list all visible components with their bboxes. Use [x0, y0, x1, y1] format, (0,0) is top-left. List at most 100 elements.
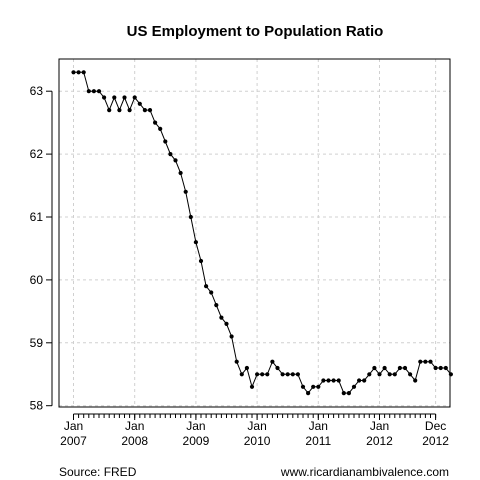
data-point: [86, 89, 91, 94]
x-tick-label-year: 2012: [366, 434, 393, 448]
data-point: [306, 391, 311, 396]
data-point: [448, 372, 453, 377]
x-tick-label-month: Jan: [370, 419, 389, 433]
data-point: [81, 70, 86, 75]
data-point: [137, 101, 142, 106]
y-tick-label: 58: [30, 399, 44, 413]
data-point: [71, 70, 76, 75]
data-point: [402, 365, 408, 371]
data-point: [158, 126, 163, 131]
data-point: [127, 108, 132, 113]
data-point: [428, 359, 433, 364]
data-point: [224, 321, 229, 326]
data-point: [244, 365, 249, 371]
data-point: [102, 95, 107, 100]
x-tick-label-year: 2009: [183, 434, 210, 448]
data-point: [265, 372, 270, 377]
data-point: [372, 365, 377, 371]
data-point: [387, 372, 392, 377]
data-point: [112, 95, 117, 100]
data-point: [91, 89, 96, 94]
data-point: [382, 365, 387, 371]
data-point: [153, 120, 158, 125]
grid-layer: [59, 59, 450, 407]
x-tick-label-month: Jan: [64, 419, 83, 433]
data-point: [438, 365, 443, 371]
data-point: [193, 240, 198, 245]
x-tick-label-month: Jan: [125, 419, 144, 433]
data-point: [122, 95, 127, 100]
source-note: Source: FRED: [59, 465, 137, 479]
x-tick-label-month: Jan: [186, 419, 205, 433]
data-point: [204, 284, 209, 289]
data-point: [168, 152, 173, 157]
data-point: [163, 139, 168, 144]
data-point: [280, 372, 285, 377]
data-point: [255, 372, 260, 377]
y-tick-label: 59: [30, 336, 44, 350]
data-point: [183, 189, 188, 194]
data-point: [377, 372, 382, 377]
x-tick-label-year: 2010: [244, 434, 271, 448]
data-point: [433, 365, 438, 371]
data-point: [290, 372, 295, 377]
data-points: [71, 70, 453, 396]
data-point: [132, 95, 137, 100]
data-point: [214, 303, 219, 308]
data-point: [392, 372, 397, 377]
data-point: [142, 108, 147, 113]
data-point: [234, 359, 239, 364]
data-point: [321, 378, 326, 383]
data-point: [357, 378, 362, 383]
y-tick-label: 62: [30, 147, 44, 161]
chart-title: US Employment to Population Ratio: [127, 23, 384, 40]
data-point: [107, 108, 112, 113]
data-point: [311, 384, 316, 389]
x-tick-label-month: Dec: [425, 419, 446, 433]
data-point: [209, 290, 214, 295]
data-point: [117, 108, 122, 113]
data-point: [397, 365, 402, 371]
data-point: [270, 359, 275, 364]
y-tick-label: 60: [30, 273, 44, 287]
series-line: [73, 71, 452, 394]
data-point: [249, 384, 255, 389]
data-point: [341, 391, 346, 396]
data-point: [336, 378, 341, 383]
data-point: [275, 365, 280, 371]
data-point: [408, 372, 413, 377]
data-point: [295, 372, 300, 377]
data-point: [331, 378, 336, 383]
x-tick-label-year: 2007: [60, 434, 87, 448]
data-point: [423, 359, 428, 364]
data-point: [96, 89, 102, 94]
data-point: [219, 315, 224, 320]
y-tick-label: 61: [30, 210, 44, 224]
plot-area: [58, 58, 451, 408]
data-point: [362, 378, 367, 383]
x-tick-label-month: Jan: [309, 419, 328, 433]
x-tick-label-year: 2008: [121, 434, 148, 448]
data-point: [413, 378, 418, 383]
y-axis: 58 59 60 61 62 63: [30, 84, 53, 413]
data-point: [351, 384, 357, 389]
y-tick-label: 63: [30, 84, 44, 98]
data-point: [188, 214, 193, 220]
data-point: [147, 108, 153, 113]
website-credit: www.ricardianambivalence.com: [280, 465, 449, 479]
data-point: [316, 384, 321, 389]
data-point: [198, 258, 204, 264]
x-tick-label-year: 2011: [305, 434, 331, 448]
data-point: [76, 70, 81, 75]
data-point: [367, 372, 372, 377]
data-point: [229, 334, 234, 339]
data-point: [443, 365, 448, 371]
data-point: [173, 158, 178, 163]
data-point: [285, 372, 290, 377]
x-axis: Jan2007Jan2008Jan2009Jan2010Jan2011Jan20…: [60, 413, 449, 448]
data-point: [239, 372, 244, 377]
data-point: [300, 384, 306, 389]
data-point: [346, 391, 351, 396]
data-point: [418, 359, 423, 364]
